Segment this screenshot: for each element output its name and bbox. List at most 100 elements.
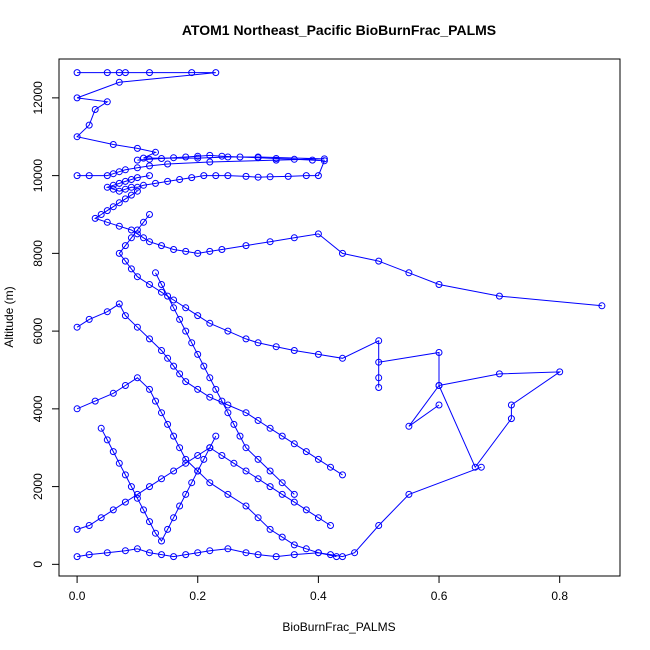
- data-point: [103, 436, 111, 444]
- data-point: [133, 187, 141, 195]
- data-point: [242, 467, 250, 475]
- data-point: [224, 327, 232, 335]
- data-point: [121, 471, 129, 479]
- data-point: [73, 133, 81, 141]
- x-tick-label: 0.0: [69, 589, 86, 603]
- data-point: [115, 459, 123, 467]
- data-point: [212, 432, 220, 440]
- data-point: [158, 409, 165, 417]
- series-line: [100, 428, 217, 542]
- data-point: [194, 249, 202, 257]
- data-point: [182, 327, 190, 335]
- data-point: [133, 545, 141, 553]
- data-point: [495, 370, 503, 378]
- data-point: [254, 154, 262, 162]
- data-point: [103, 69, 111, 77]
- data-point: [140, 218, 147, 226]
- data-point: [224, 490, 232, 498]
- data-point: [212, 172, 220, 180]
- data-point: [73, 172, 81, 180]
- data-point: [242, 242, 250, 250]
- y-tick-label: 8000: [31, 240, 45, 267]
- series-8: [97, 424, 220, 545]
- data-point: [339, 354, 346, 362]
- data-point: [109, 170, 117, 178]
- data-point: [164, 354, 172, 362]
- data-point: [290, 490, 298, 498]
- data-point: [314, 514, 322, 522]
- data-point: [290, 551, 298, 559]
- data-point: [152, 148, 159, 156]
- data-point: [170, 514, 178, 522]
- data-point: [109, 389, 117, 397]
- data-point: [266, 467, 274, 475]
- data-point: [375, 358, 383, 366]
- y-tick-label: 2000: [31, 473, 45, 500]
- x-tick-label: 0.8: [551, 589, 568, 603]
- y-tick-label: 10000: [31, 159, 45, 193]
- data-point: [188, 174, 196, 182]
- data-point: [158, 155, 165, 162]
- data-point: [164, 160, 172, 168]
- chart-title: ATOM1 Northeast_Pacific BioBurnFrac_PALM…: [182, 22, 496, 38]
- data-point: [115, 222, 123, 230]
- data-point: [218, 452, 226, 459]
- data-point: [405, 490, 413, 498]
- data-point: [206, 319, 214, 327]
- data-point: [133, 226, 141, 234]
- data-point: [278, 490, 286, 498]
- data-point: [109, 181, 117, 189]
- data-point: [278, 479, 286, 487]
- series-line: [94, 190, 602, 307]
- y-tick-label: 6000: [31, 317, 45, 344]
- data-point: [152, 179, 159, 187]
- data-point: [164, 420, 172, 428]
- data-point: [146, 281, 153, 288]
- data-point: [218, 152, 226, 160]
- data-point: [127, 265, 135, 273]
- data-point: [272, 343, 280, 351]
- data-point: [278, 533, 286, 541]
- data-point: [127, 176, 135, 183]
- data-point: [314, 549, 322, 557]
- series-7: [73, 545, 340, 561]
- data-point: [182, 304, 190, 312]
- data-point: [290, 347, 298, 354]
- data-point: [254, 514, 262, 522]
- data-point: [127, 191, 135, 199]
- data-point: [109, 448, 117, 456]
- x-axis-label: BioBurnFrac_PALMS: [282, 620, 395, 634]
- y-axis-label: Altitude (m): [2, 286, 16, 347]
- data-point: [194, 154, 202, 162]
- data-point: [146, 335, 153, 343]
- data-point: [85, 121, 93, 129]
- data-point: [133, 323, 141, 331]
- data-point: [278, 432, 286, 440]
- data-point: [109, 141, 117, 148]
- data-point: [242, 444, 250, 452]
- data-point: [103, 172, 111, 180]
- data-point: [182, 490, 190, 498]
- data-point: [224, 172, 232, 180]
- data-point: [206, 151, 214, 159]
- data-point: [176, 176, 184, 183]
- x-tick-label: 0.2: [189, 589, 206, 603]
- series-9: [152, 269, 298, 498]
- data-point: [103, 98, 111, 106]
- data-point: [194, 549, 202, 557]
- data-point: [314, 172, 322, 180]
- data-point: [121, 166, 129, 174]
- data-point: [477, 463, 485, 471]
- y-axis: 0 2000 4000 6000 8000 10000 12000: [31, 81, 60, 568]
- data-point: [224, 545, 232, 553]
- data-point: [121, 312, 129, 320]
- data-point: [266, 238, 274, 246]
- data-point: [266, 525, 274, 533]
- data-point: [206, 479, 214, 487]
- data-point: [146, 172, 153, 180]
- data-point: [200, 455, 208, 463]
- data-point: [290, 498, 298, 506]
- data-point: [170, 467, 178, 475]
- data-point: [73, 69, 81, 77]
